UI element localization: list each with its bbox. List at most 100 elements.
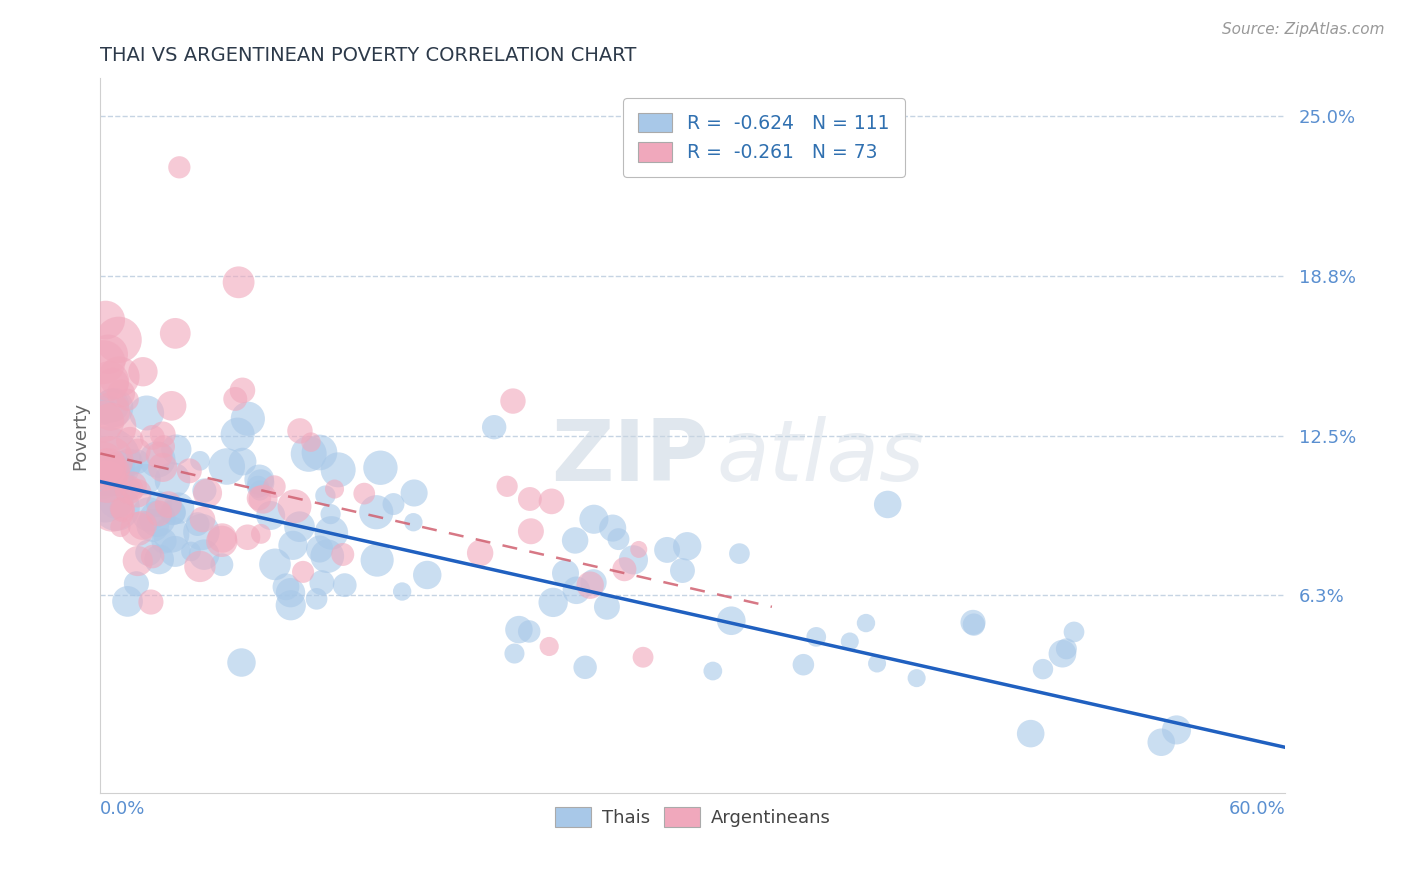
Point xyxy=(118,434,141,448)
Point xyxy=(103,401,125,415)
Point xyxy=(101,376,124,391)
Point xyxy=(720,614,742,628)
Point xyxy=(162,505,184,519)
Point xyxy=(96,454,118,468)
Point xyxy=(274,580,297,594)
Point xyxy=(101,420,124,434)
Point xyxy=(305,591,328,606)
Point xyxy=(127,455,149,469)
Point xyxy=(264,558,287,572)
Point xyxy=(579,578,602,592)
Point xyxy=(314,489,336,503)
Point xyxy=(281,538,304,552)
Point xyxy=(94,493,117,508)
Point xyxy=(252,492,274,507)
Point xyxy=(108,459,131,474)
Point xyxy=(148,449,170,463)
Point xyxy=(91,403,114,417)
Point xyxy=(167,501,190,516)
Point xyxy=(107,473,129,487)
Point xyxy=(1019,726,1042,740)
Point xyxy=(134,473,156,487)
Point xyxy=(118,483,141,497)
Point xyxy=(96,475,118,489)
Point xyxy=(127,444,149,458)
Point xyxy=(224,392,246,406)
Legend: Thais, Argentineans: Thais, Argentineans xyxy=(547,800,838,834)
Point xyxy=(148,552,170,566)
Point xyxy=(247,472,270,486)
Point xyxy=(101,502,124,516)
Point xyxy=(391,584,413,599)
Point xyxy=(676,539,699,553)
Point xyxy=(582,512,605,526)
Point xyxy=(905,671,928,685)
Point xyxy=(280,585,302,599)
Point xyxy=(288,519,311,533)
Point xyxy=(93,475,115,490)
Point xyxy=(298,447,321,461)
Point xyxy=(165,442,187,457)
Point xyxy=(855,615,877,630)
Point xyxy=(328,463,350,477)
Point xyxy=(702,664,724,678)
Point xyxy=(157,498,180,512)
Point xyxy=(148,497,170,511)
Point xyxy=(519,491,541,506)
Point xyxy=(110,520,132,534)
Point xyxy=(127,522,149,536)
Point xyxy=(153,533,176,548)
Point xyxy=(190,524,212,539)
Point xyxy=(179,464,201,478)
Point xyxy=(94,313,117,327)
Point xyxy=(231,384,253,398)
Point xyxy=(211,531,233,545)
Point xyxy=(866,657,889,671)
Point xyxy=(152,440,174,454)
Point xyxy=(117,482,139,496)
Point xyxy=(188,559,211,574)
Point xyxy=(613,562,636,576)
Text: THAI VS ARGENTINEAN POVERTY CORRELATION CHART: THAI VS ARGENTINEAN POVERTY CORRELATION … xyxy=(100,46,637,65)
Point xyxy=(250,527,273,541)
Text: 0.0%: 0.0% xyxy=(100,800,146,818)
Point xyxy=(110,386,132,401)
Point xyxy=(280,599,302,613)
Point xyxy=(162,473,184,487)
Point xyxy=(382,497,405,511)
Point xyxy=(228,275,250,289)
Point xyxy=(117,594,139,608)
Text: ZIP: ZIP xyxy=(551,416,709,499)
Point xyxy=(127,486,149,500)
Point xyxy=(125,576,148,591)
Point xyxy=(416,568,439,582)
Point xyxy=(215,459,238,474)
Point xyxy=(211,558,233,572)
Point xyxy=(496,479,519,493)
Point xyxy=(117,392,139,407)
Point xyxy=(169,161,191,175)
Point xyxy=(110,501,132,516)
Point xyxy=(308,541,330,556)
Point xyxy=(311,575,333,590)
Point xyxy=(1150,735,1173,749)
Point xyxy=(316,549,339,564)
Point xyxy=(165,326,187,341)
Point xyxy=(226,427,249,442)
Point xyxy=(142,518,165,533)
Point xyxy=(193,483,215,498)
Point xyxy=(165,544,187,558)
Point xyxy=(187,517,209,532)
Point xyxy=(1052,647,1074,661)
Point xyxy=(1054,641,1077,656)
Point xyxy=(121,478,143,492)
Point xyxy=(728,547,751,561)
Point xyxy=(105,494,128,508)
Point xyxy=(792,657,814,672)
Point xyxy=(247,491,270,506)
Point xyxy=(323,482,346,496)
Point xyxy=(370,460,392,475)
Point xyxy=(366,553,388,567)
Point xyxy=(249,483,271,498)
Point xyxy=(1166,723,1188,737)
